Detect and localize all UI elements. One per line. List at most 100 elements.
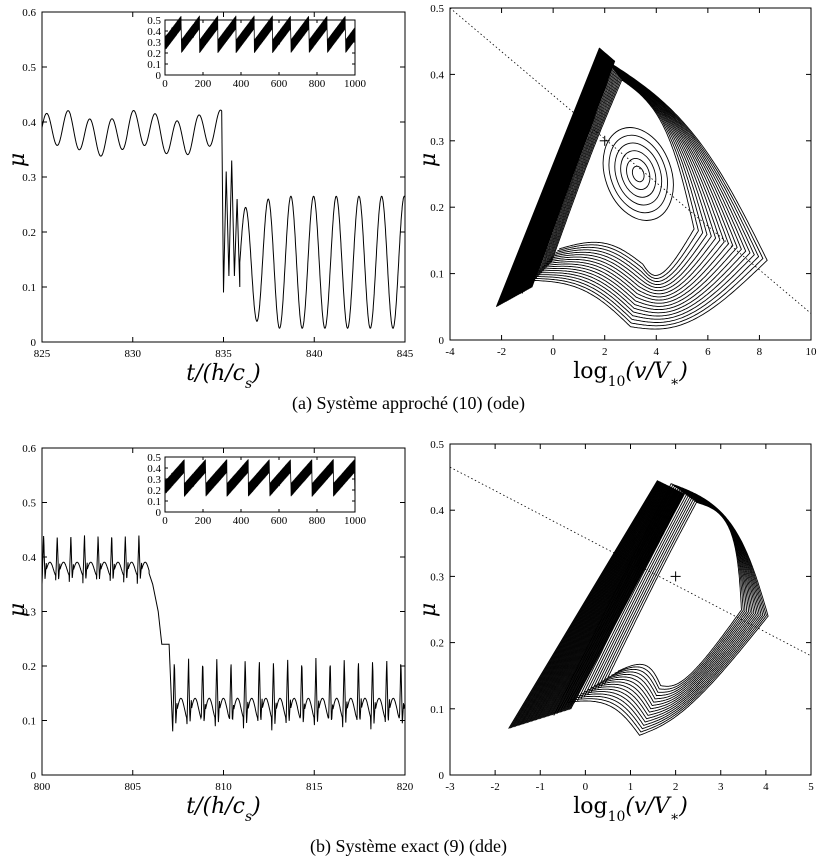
trajectory-loop xyxy=(577,491,757,713)
x-tick-label: 1000 xyxy=(344,515,367,527)
y-axis-label: μ xyxy=(416,603,441,617)
trajectory-stroke xyxy=(531,485,669,722)
x-axis-label: log10(v/V∗) xyxy=(573,359,688,390)
x-tick-label: 10 xyxy=(806,346,817,358)
trajectory-stroke xyxy=(534,485,670,721)
trajectory-stroke xyxy=(514,481,661,727)
trajectory-stroke xyxy=(525,483,666,724)
trajectory-loop xyxy=(556,484,767,733)
trajectory-loop xyxy=(549,78,699,279)
y-tick-label: 0.5 xyxy=(22,498,36,510)
attractor xyxy=(495,47,768,330)
trajectory-stroke xyxy=(560,491,681,713)
trajectory-stroke xyxy=(570,493,685,710)
y-tick-label: 0.1 xyxy=(147,59,161,71)
trajectory-stroke xyxy=(552,489,678,715)
trajectory-loop xyxy=(525,62,760,323)
y-axis-label: μ xyxy=(416,153,441,167)
y-tick-label: 0.2 xyxy=(147,48,161,60)
x-tick-label: 0 xyxy=(162,78,168,90)
x-tick-label: 4 xyxy=(654,346,660,358)
trajectory-stroke xyxy=(546,488,675,717)
inset-b-left: 0 200 400 600 800 1000 00.10.20.30.40.5 xyxy=(147,452,366,527)
y-tick-label: 0.1 xyxy=(430,704,444,716)
inner-spiral-loop xyxy=(608,134,668,214)
trajectory-loop xyxy=(540,72,721,295)
trajectory-stroke xyxy=(542,487,673,719)
x-tick-label: -4 xyxy=(445,346,455,358)
trajectory-stroke xyxy=(538,486,671,720)
trajectory-loop xyxy=(583,494,753,706)
y-tick-label: 0.2 xyxy=(22,227,36,239)
x-tick-label: 8 xyxy=(757,346,763,358)
x-tick-label: 800 xyxy=(34,781,51,793)
chart-a-left: 825 830 835 840 84500.10.20.30.40.50.6t/(h/c… xyxy=(5,7,414,392)
x-axis-label: log10(v/V∗) xyxy=(573,794,688,825)
x-tick-label: 805 xyxy=(125,781,142,793)
x-tick-label: 200 xyxy=(195,515,212,527)
y-tick-label: 0.2 xyxy=(147,485,161,497)
y-tick-label: 0.3 xyxy=(147,37,161,49)
trajectory-stroke xyxy=(521,482,664,725)
trajectory-loop xyxy=(528,64,751,317)
trajectory-loop xyxy=(547,77,704,282)
x-tick-label: 0 xyxy=(162,515,168,527)
trajectory-stroke xyxy=(527,484,667,723)
y-tick-label: 0 xyxy=(31,337,37,349)
y-tick-label: 0.3 xyxy=(430,136,444,148)
x-tick-label: 800 xyxy=(309,515,326,527)
y-tick-label: 0.3 xyxy=(430,571,444,583)
trajectory-loop xyxy=(593,498,748,697)
x-tick-label: 2 xyxy=(673,781,679,793)
trajectory-stroke xyxy=(522,483,665,725)
y-tick-label: 0.6 xyxy=(22,443,36,455)
trajectory-loop xyxy=(523,61,764,327)
trajectory-loop xyxy=(590,496,750,700)
trajectory-loop xyxy=(542,73,717,292)
x-tick-label: 825 xyxy=(34,348,51,360)
trajectory-stroke xyxy=(509,480,659,729)
x-tick-label: 1000 xyxy=(344,78,367,90)
trajectory-loop xyxy=(535,69,734,304)
trajectory-stroke xyxy=(564,492,683,712)
x-axis-label: t/(h/cs) xyxy=(186,794,261,825)
trajectory-loop xyxy=(600,500,744,690)
series-line xyxy=(41,535,406,732)
x-tick-label: 4 xyxy=(763,781,769,793)
y-axis-label: μ xyxy=(5,153,30,167)
x-tick-label: 815 xyxy=(306,781,323,793)
y-tick-label: 0.5 xyxy=(430,439,444,451)
inner-spiral-loop xyxy=(626,158,651,190)
x-tick-label: 840 xyxy=(306,348,323,360)
inner-spiral-loop xyxy=(631,165,645,183)
y-tick-label: 0.2 xyxy=(430,202,444,214)
x-tick-label: 600 xyxy=(271,515,288,527)
caption-a: (a) Système approché (10) (ode) xyxy=(292,393,525,413)
y-tick-label: 0.1 xyxy=(147,496,161,508)
trajectory-loop xyxy=(597,499,746,693)
y-tick-label: 0 xyxy=(156,507,162,519)
x-tick-label: 400 xyxy=(233,78,250,90)
x-tick-label: 6 xyxy=(705,346,711,358)
trajectory-stroke xyxy=(516,481,662,727)
caption-b: (b) Système exact (9) (dde) xyxy=(310,836,507,856)
trajectory-stroke xyxy=(530,484,668,722)
x-tick-label: -1 xyxy=(536,781,545,793)
x-tick-label: 810 xyxy=(215,781,232,793)
x-tick-label: 400 xyxy=(233,515,250,527)
trajectory-stroke xyxy=(517,482,662,727)
x-tick-label: 830 xyxy=(125,348,142,360)
trajectory-stroke xyxy=(535,485,670,721)
trajectory-stroke xyxy=(550,488,677,716)
y-tick-label: 0.5 xyxy=(147,452,161,464)
x-tick-label: 845 xyxy=(397,348,414,360)
inset-background xyxy=(165,457,355,512)
x-tick-label: 800 xyxy=(309,78,326,90)
y-axis-label: μ xyxy=(5,603,30,617)
x-axis-label: t/(h/cs) xyxy=(186,361,261,392)
inner-spiral-loop xyxy=(602,127,674,221)
trajectory-loop xyxy=(526,63,755,320)
trajectory-loop xyxy=(533,68,738,307)
y-tick-label: 0 xyxy=(31,770,37,782)
inner-spiral-loop xyxy=(620,150,657,198)
